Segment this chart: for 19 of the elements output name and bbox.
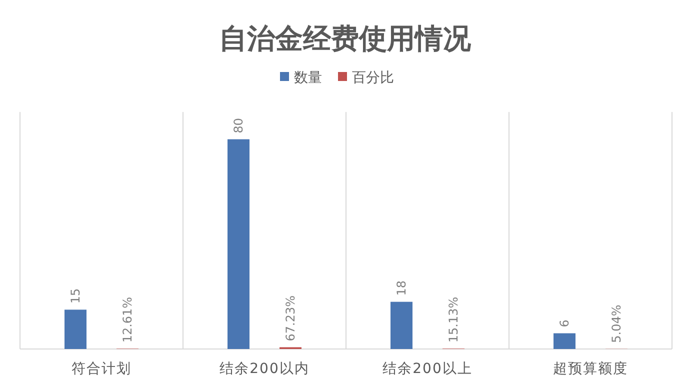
x-tick-label: 结余200以上 bbox=[382, 361, 472, 377]
x-tick-label: 结余200以内 bbox=[220, 361, 310, 377]
legend-label: 百分比 bbox=[352, 70, 394, 86]
x-tick-label: 符合计划 bbox=[72, 361, 132, 377]
data-label: 6 bbox=[558, 320, 572, 328]
data-label: 15.13% bbox=[446, 296, 460, 343]
bar bbox=[554, 333, 576, 349]
data-label: 67.23% bbox=[284, 295, 298, 342]
x-tick-label: 超预算额度 bbox=[553, 361, 628, 377]
data-label: 18 bbox=[394, 280, 408, 296]
bar bbox=[64, 310, 86, 349]
data-label: 80 bbox=[232, 118, 246, 134]
legend-label: 数量 bbox=[294, 70, 322, 86]
chart-title: 自治金经费使用情况 bbox=[219, 22, 472, 55]
bar bbox=[390, 302, 412, 349]
data-label: 15 bbox=[68, 288, 82, 304]
data-label: 12.61% bbox=[120, 296, 134, 343]
data-label: 5.04% bbox=[610, 304, 624, 343]
bar bbox=[228, 139, 250, 349]
